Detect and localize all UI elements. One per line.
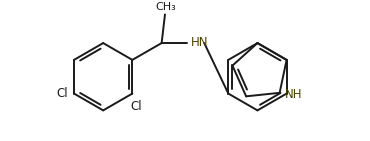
Text: CH₃: CH₃ bbox=[155, 2, 176, 12]
Text: Cl: Cl bbox=[130, 100, 142, 113]
Text: Cl: Cl bbox=[57, 87, 68, 100]
Text: NH: NH bbox=[285, 88, 303, 101]
Text: HN: HN bbox=[191, 36, 209, 49]
